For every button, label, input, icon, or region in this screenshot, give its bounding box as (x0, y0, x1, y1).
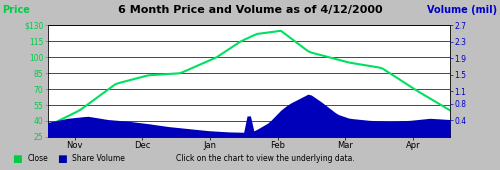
Text: ■: ■ (12, 154, 22, 164)
Text: Share Volume: Share Volume (72, 155, 126, 163)
Text: ■: ■ (58, 154, 67, 164)
Text: 6 Month Price and Volume as of 4/12/2000: 6 Month Price and Volume as of 4/12/2000 (118, 5, 382, 15)
Text: Click on the chart to view the underlying data.: Click on the chart to view the underlyin… (176, 155, 354, 163)
Text: Close: Close (28, 155, 48, 163)
Text: Price: Price (2, 5, 30, 15)
Text: Volume (mil): Volume (mil) (428, 5, 498, 15)
